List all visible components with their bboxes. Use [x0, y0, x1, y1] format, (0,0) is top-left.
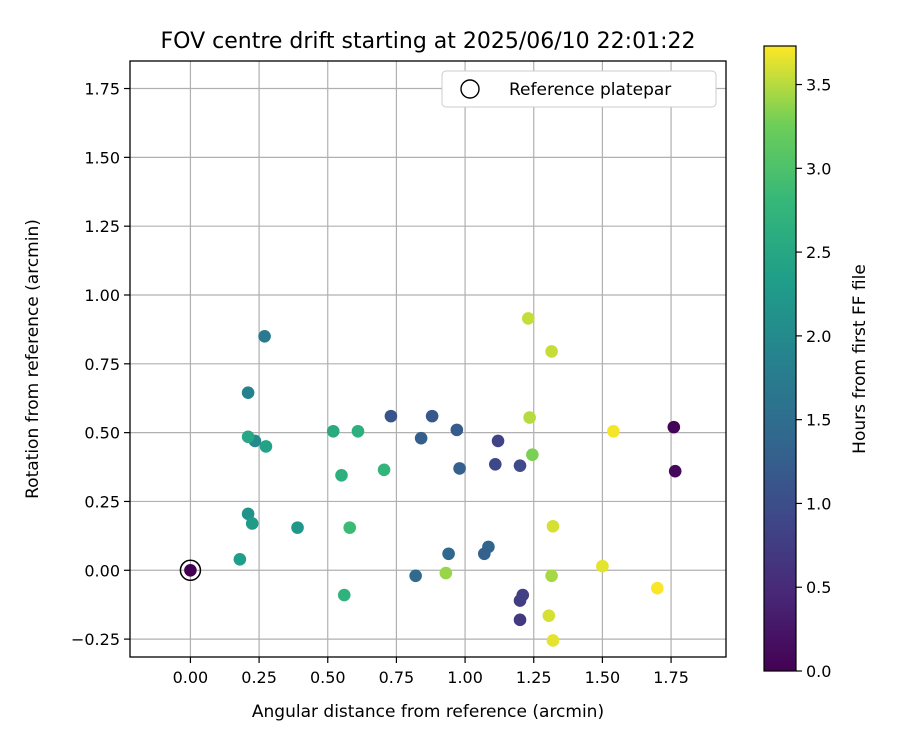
colorbar: 0.0 0.5 1.0 1.5 2.0 2.5 3.0 3.5 Hours from firs… [763, 45, 870, 681]
x-tick-label: 0.00 [173, 668, 209, 687]
colorbar-tick-label: 1.0 [806, 494, 831, 513]
legend-entry-reference: Reference platepar [509, 80, 671, 100]
data-point [667, 420, 681, 434]
x-tick-label: 1.50 [585, 668, 621, 687]
data-point [409, 569, 422, 583]
data-point [668, 464, 682, 478]
y-axis-ticks: −0.25 0.00 0.25 0.50 0.75 1.00 1.25 1.50 1.75 [71, 80, 130, 649]
data-point [542, 609, 556, 623]
colorbar-tick-label: 0.5 [806, 578, 831, 597]
data-point [241, 430, 255, 444]
data-point [607, 424, 620, 438]
data-point [546, 519, 560, 533]
data-point [546, 634, 560, 647]
data-point [384, 409, 398, 423]
plot-area-frame [129, 60, 727, 658]
legend-box [441, 70, 717, 108]
data-point [326, 424, 340, 438]
y-axis-label: Rotation from reference (arcmin) [23, 219, 43, 499]
data-point [521, 312, 535, 325]
y-tick-label: 1.50 [84, 148, 120, 167]
data-point [351, 424, 365, 438]
y-tick-label: −0.25 [71, 630, 120, 649]
data-point [425, 409, 439, 423]
chart-title: FOV centre drift starting at 2025/06/10 … [161, 29, 696, 54]
colorbar-tick-label: 3.0 [806, 159, 831, 178]
legend: Reference platepar [441, 70, 717, 108]
legend-reference-marker [460, 79, 480, 99]
data-point [596, 559, 609, 573]
data-point [184, 563, 197, 577]
x-axis-ticks: 0.00 0.25 0.50 0.75 1.00 1.25 1.50 1.75 [173, 657, 689, 687]
colorbar-tick-label: 2.5 [806, 243, 831, 262]
data-point [259, 440, 273, 453]
data-point [491, 434, 505, 448]
data-point [343, 521, 357, 534]
data-point [453, 462, 466, 475]
data-point [545, 345, 558, 358]
data-point [245, 517, 259, 530]
colorbar-tick-label: 3.5 [806, 76, 831, 95]
x-tick-label: 0.25 [241, 668, 277, 687]
data-point [450, 423, 464, 437]
y-tick-label: 0.50 [84, 424, 120, 443]
x-tick-label: 1.25 [516, 668, 552, 687]
y-tick-label: 0.00 [84, 561, 120, 580]
x-tick-label: 0.50 [310, 668, 346, 687]
data-point [258, 329, 271, 343]
data-point [337, 588, 351, 602]
y-tick-label: 1.00 [84, 286, 120, 305]
data-point [545, 569, 558, 583]
colorbar-ticks: 0.0 0.5 1.0 1.5 2.0 2.5 3.0 3.5 [796, 76, 831, 681]
y-tick-label: 1.25 [84, 217, 120, 236]
data-point [478, 547, 491, 561]
x-tick-label: 0.75 [379, 668, 415, 687]
x-tick-label: 1.75 [653, 668, 689, 687]
data-point [377, 463, 391, 477]
reference-marker [179, 559, 202, 582]
data-point [233, 552, 247, 566]
x-tick-label: 1.00 [447, 668, 483, 687]
y-tick-label: 1.75 [84, 80, 120, 99]
data-point [439, 566, 453, 580]
data-point [241, 386, 255, 400]
data-point [291, 521, 304, 534]
data-point [513, 613, 527, 627]
y-tick-label: 0.25 [84, 492, 120, 511]
data-points [184, 312, 682, 647]
x-axis-label: Angular distance from reference (arcmin) [252, 702, 604, 722]
data-point [335, 469, 348, 482]
colorbar-tick-label: 2.0 [806, 327, 831, 346]
colorbar-label: Hours from first FF file [850, 264, 870, 454]
data-point [414, 431, 428, 445]
data-point [442, 547, 455, 561]
colorbar-gradient [763, 45, 797, 672]
data-point [241, 507, 255, 521]
data-point [488, 457, 502, 471]
data-point [516, 588, 530, 602]
data-point [651, 581, 664, 595]
data-point [523, 411, 536, 424]
y-tick-label: 0.75 [84, 355, 120, 374]
reference-platepar-marker [179, 559, 202, 582]
data-point [526, 448, 539, 461]
colorbar-tick-label: 1.5 [806, 411, 831, 430]
grid-lines [130, 61, 726, 657]
data-point [513, 459, 527, 472]
colorbar-tick-label: 0.0 [806, 662, 831, 681]
